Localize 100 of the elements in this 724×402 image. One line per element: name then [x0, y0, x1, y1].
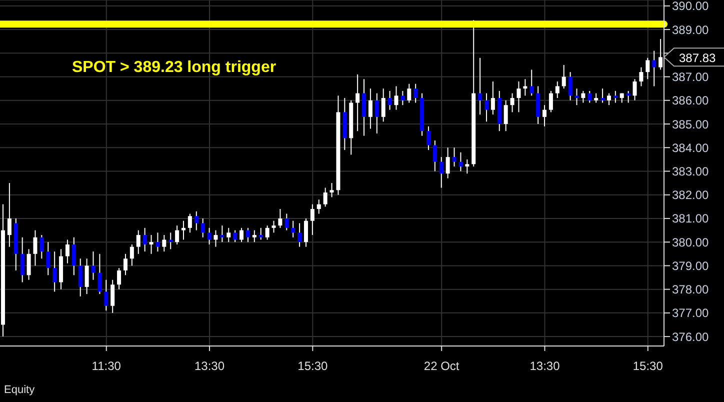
- x-tick-label: 22 Oct: [424, 359, 460, 373]
- candlestick: [162, 234, 166, 252]
- candlestick: [504, 100, 508, 132]
- candlestick: [278, 208, 282, 228]
- y-tick-label: 387.00: [672, 70, 710, 84]
- candlestick: [182, 220, 186, 240]
- candlestick: [530, 69, 534, 96]
- candlestick: [323, 187, 328, 208]
- y-tick-label: 376.00: [672, 330, 710, 344]
- candlestick: [104, 279, 108, 312]
- candlestick: [258, 227, 263, 240]
- candlestick: [452, 147, 456, 168]
- candlestick: [52, 251, 57, 292]
- candlestick: [40, 234, 44, 260]
- candlestick: [536, 86, 540, 124]
- candlestick: [330, 182, 334, 198]
- candlestick: [632, 78, 637, 101]
- candlestick: [542, 104, 547, 127]
- candlestick: [555, 80, 560, 99]
- candlestick: [458, 152, 463, 172]
- y-tick-label: 377.00: [672, 306, 710, 320]
- y-tick-label: 378.00: [672, 282, 710, 297]
- candlestick: [117, 268, 122, 290]
- candlestick: [600, 88, 605, 104]
- candlestick: [381, 88, 386, 122]
- candlestick: [304, 218, 308, 248]
- candlestick: [388, 90, 392, 110]
- y-tick-label: 379.00: [672, 258, 710, 273]
- candlestick: [110, 279, 115, 314]
- text: Equity: [4, 384, 35, 396]
- candlestick: [156, 232, 160, 252]
- candlestick: [446, 147, 450, 179]
- candlestick: [26, 248, 31, 280]
- candlestick: [394, 86, 398, 110]
- candlestick: [246, 227, 250, 243]
- candlestick: [78, 258, 82, 297]
- y-tick-label: 383.00: [672, 164, 710, 178]
- y-tick-label: 390.00: [672, 0, 710, 14]
- candlestick: [523, 78, 528, 96]
- candlestick: [84, 258, 89, 295]
- candlestick: [568, 72, 572, 101]
- x-tick-label: 15:30: [298, 359, 328, 373]
- candlestick: [432, 140, 437, 172]
- candlestick: [46, 242, 50, 276]
- candlestick: [291, 220, 296, 238]
- candlestick: [175, 225, 180, 245]
- candlestick: [214, 230, 218, 248]
- candlestick: [516, 80, 521, 113]
- candlestick: [265, 225, 270, 240]
- x-tick-label: 11:30: [92, 359, 122, 373]
- candlestick: [465, 158, 470, 174]
- candlestick: [98, 253, 102, 295]
- candlestick: [581, 90, 586, 104]
- candlestick: [272, 220, 276, 234]
- y-tick-label: 389.00: [672, 22, 710, 37]
- candlestick: [426, 126, 430, 150]
- candlestick: [33, 230, 38, 266]
- candlestick: [20, 236, 24, 283]
- candlestick: [298, 222, 302, 248]
- candlestick: [606, 92, 611, 106]
- candlestick: [639, 66, 644, 87]
- candlestick: [613, 90, 618, 104]
- candlestick: [439, 156, 444, 188]
- candlestick: [123, 253, 128, 276]
- x-tick-label: 13:30: [194, 359, 225, 373]
- candlestick: [588, 90, 592, 104]
- candlestick: [490, 80, 495, 116]
- candlestick: [207, 227, 212, 245]
- candlestick: [310, 204, 314, 236]
- candlestick: [226, 227, 231, 243]
- text: 387.83: [679, 51, 716, 66]
- candlestick: [240, 227, 244, 243]
- candlestick: [562, 64, 566, 90]
- candlestick: [548, 90, 553, 113]
- candlestick: [368, 88, 372, 130]
- candlestick: [252, 230, 256, 243]
- candlestick: [194, 210, 198, 231]
- candlestick: [652, 50, 656, 87]
- y-tick-label: 381.00: [672, 212, 710, 226]
- candlestick: [356, 74, 360, 132]
- candlestick: [72, 236, 76, 276]
- candlestick: [168, 232, 173, 250]
- ref-line-label: SPOT > 389.23 long trigger: [72, 59, 276, 76]
- candlestick: [7, 182, 12, 248]
- candlestick: [200, 218, 205, 238]
- candlestick: [374, 92, 379, 134]
- y-tick-label: 386.00: [672, 94, 710, 108]
- y-tick-label: 382.00: [672, 188, 710, 202]
- candlestick: [658, 38, 663, 70]
- candlestick: [233, 230, 238, 243]
- candlestick: [594, 92, 598, 104]
- x-tick-label: 13:30: [530, 359, 560, 373]
- candlestick: [400, 90, 405, 106]
- candlestick: [136, 230, 140, 254]
- candlestick: [646, 57, 650, 80]
- candlestick: [574, 88, 579, 106]
- candlestick: [484, 92, 488, 122]
- candlestick: [91, 251, 96, 280]
- candlestick: [220, 225, 224, 243]
- candlestick: [130, 244, 134, 266]
